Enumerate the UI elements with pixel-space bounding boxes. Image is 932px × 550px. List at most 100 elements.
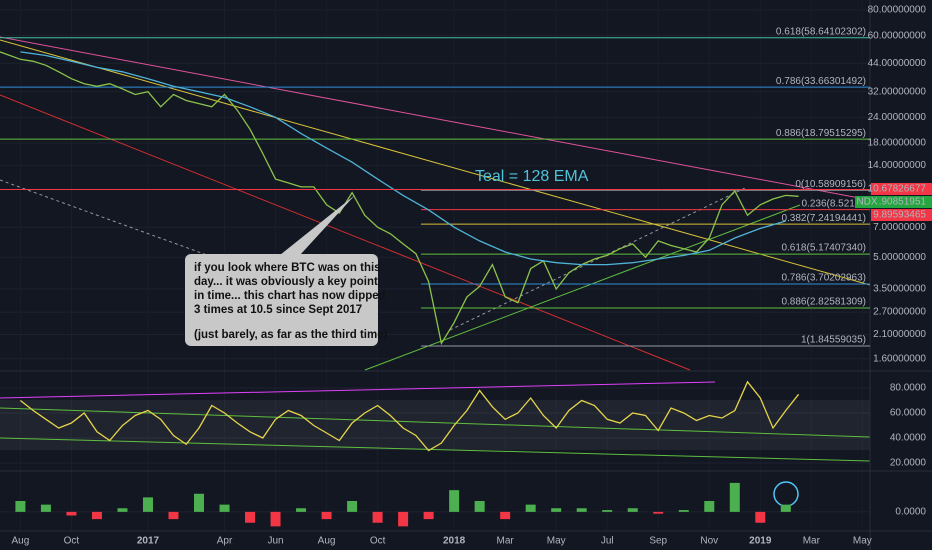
histogram-bar: [729, 482, 740, 512]
callout-line: in time... this chart has now dipped: [194, 290, 386, 302]
callout-line: if you look where BTC was on this: [194, 262, 381, 274]
y-tick-label: 1.60000000: [873, 353, 926, 364]
x-tick-label: Oct: [370, 536, 386, 547]
price-tag-label: 10.67826677: [868, 184, 927, 195]
x-tick-label: Jun: [267, 536, 283, 547]
y-tick-label: 60.00000000: [868, 30, 927, 41]
callout-line: day... it was obviously a key point: [194, 276, 378, 288]
trendline: [0, 36, 871, 201]
callout: if you look where BTC was on this day...…: [185, 195, 388, 346]
histogram-bar: [678, 510, 689, 512]
x-tick-label: 2017: [137, 536, 160, 547]
fib-label: 0(10.58909156): [795, 179, 866, 190]
y-tick-label: 14.00000000: [868, 160, 927, 171]
price-tag: [871, 196, 932, 208]
histogram-bar: [91, 511, 102, 520]
histogram-bar: [321, 511, 332, 520]
trendline: [0, 407, 871, 438]
x-tick-label: Mar: [497, 536, 515, 547]
histogram-bar: [449, 490, 460, 512]
histogram-bar: [194, 493, 205, 512]
x-tick-label: Nov: [700, 536, 718, 547]
fib-label: 0.618(5.17407340): [781, 243, 866, 254]
x-tick-label: Apr: [217, 536, 233, 547]
histogram-bar: [576, 508, 587, 512]
x-tick-label: Jul: [601, 536, 614, 547]
marks-layer: 0.618(58.64102302) 0.786(33.66301492) 0.88…: [0, 26, 870, 527]
x-tick-label: Mar: [803, 536, 821, 547]
x-tick-label: May: [547, 536, 566, 547]
y-tick-label: 5.00000000: [873, 252, 926, 263]
y-tick-label: 0.0000: [895, 507, 926, 518]
trendline: [0, 94, 691, 371]
price-tag: [871, 209, 932, 221]
rsi-band: [0, 400, 870, 450]
x-tick-label: Aug: [12, 536, 30, 547]
histogram-bar: [602, 510, 613, 512]
histogram-bar: [15, 501, 26, 512]
trendline: [0, 39, 871, 286]
histogram-bar: [168, 511, 179, 520]
y-tick-label: 20.0000: [890, 458, 927, 469]
histogram-bar: [40, 504, 51, 512]
y-tick-label: 2.70000000: [873, 307, 926, 318]
symbol-tag: [855, 196, 879, 208]
y-tick-label: 32.00000000: [868, 86, 927, 97]
y-tick-label: 44.00000000: [868, 58, 927, 69]
histogram-bar: [372, 511, 383, 523]
trendline: [449, 187, 746, 331]
price-tag-label: 9.89593465: [873, 210, 926, 221]
histogram-bar: [474, 501, 485, 512]
price-tag: [871, 183, 932, 195]
histogram-bar: [219, 504, 230, 512]
symbol-tag-label: NDX: [856, 197, 877, 208]
trendline: [0, 179, 346, 306]
trendline: [0, 381, 716, 399]
histogram-bar: [755, 511, 766, 523]
callout-line: (just barely, as far as the third time): [194, 329, 388, 341]
trendline: [364, 204, 801, 371]
fib-label: 0.236(8.52123: [801, 198, 866, 209]
x-tick-label: Sep: [649, 536, 667, 547]
fib-label: 0.382(7.24194441): [781, 213, 866, 224]
y-tick-label: 7.00000000: [873, 222, 926, 233]
x-tick-label: May: [853, 536, 872, 547]
x-tick-label: 2018: [443, 536, 466, 547]
histogram-bar: [551, 508, 562, 512]
trendline: [0, 437, 871, 462]
fib-label: 0.886(2.82581309): [781, 297, 866, 308]
callout-box: [185, 254, 378, 346]
histogram-bar: [245, 511, 256, 523]
fib-label: 0.618(58.64102302): [776, 26, 866, 37]
callout-line: 3 times at 10.5 since Sept 2017: [194, 304, 362, 316]
y-tick-label: 3.50000000: [873, 284, 926, 295]
histogram-bar: [704, 501, 715, 512]
y-tick-label: 60.0000: [890, 408, 927, 419]
histogram-bar: [500, 511, 511, 520]
x-tick-label: Oct: [64, 536, 80, 547]
histogram-bar: [525, 504, 536, 512]
fib-label: 0.786(3.70202963): [781, 273, 866, 284]
y-tick-label: 18.00000000: [868, 138, 927, 149]
histogram-bar: [296, 508, 307, 512]
histogram-bar: [398, 511, 409, 527]
callout-pointer: [280, 195, 355, 255]
histogram-bar: [347, 501, 358, 512]
histogram-bar: [423, 511, 434, 520]
fib-label: 0.886(18.79515295): [776, 128, 866, 139]
y-tick-label: 40.0000: [890, 433, 927, 444]
histogram-bar: [780, 504, 791, 512]
price-tag-label: 9.90851951: [873, 197, 926, 208]
y-tick-label: 2.10000000: [873, 329, 926, 340]
series-line: [20, 51, 786, 266]
x-tick-label: 2019: [749, 536, 772, 547]
y-tick-label: 80.0000: [890, 383, 927, 394]
y-tick-label: 24.00000000: [868, 112, 927, 123]
series-line: [0, 51, 799, 346]
x-tick-label: Aug: [318, 536, 336, 547]
indicator-line: [19, 380, 800, 452]
histogram-bar: [117, 508, 128, 512]
